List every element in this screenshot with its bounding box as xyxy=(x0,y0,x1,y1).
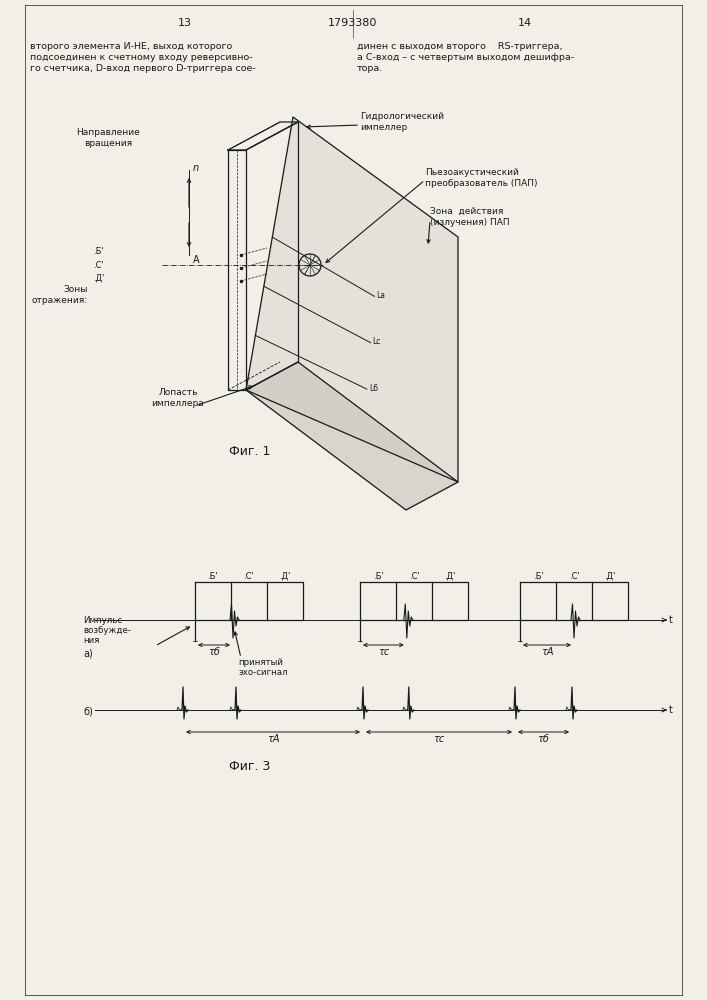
Text: t: t xyxy=(669,705,673,715)
Text: .Д': .Д' xyxy=(444,572,456,581)
Text: n: n xyxy=(193,163,199,173)
Text: Зоны: Зоны xyxy=(64,285,88,294)
Text: 1793380: 1793380 xyxy=(328,18,378,28)
Text: отражения:: отражения: xyxy=(32,296,88,305)
Text: .Б': .Б' xyxy=(373,572,383,581)
Text: Пьезоакустический: Пьезоакустический xyxy=(425,168,519,177)
Text: ния: ния xyxy=(83,636,100,645)
Text: Lс: Lс xyxy=(373,337,381,346)
Text: Лопасть: Лопасть xyxy=(158,388,198,397)
Text: Гидрологический: Гидрологический xyxy=(360,112,444,121)
Text: импеллера: импеллера xyxy=(151,399,204,408)
Text: импеллер: импеллер xyxy=(360,123,407,132)
Text: 14: 14 xyxy=(518,18,532,28)
Polygon shape xyxy=(246,362,458,510)
Polygon shape xyxy=(246,117,458,482)
Text: τА: τА xyxy=(267,734,279,744)
Text: (излучения) ПАП: (излучения) ПАП xyxy=(430,218,510,227)
Text: а): а) xyxy=(83,648,93,658)
Text: .С': .С' xyxy=(93,260,104,269)
Text: Lа: Lа xyxy=(376,291,385,300)
Text: принятый: принятый xyxy=(238,658,283,667)
Text: преобразователь (ПАП): преобразователь (ПАП) xyxy=(425,179,537,188)
Text: второго элемента И-НЕ, выход которого: второго элемента И-НЕ, выход которого xyxy=(30,42,233,51)
Text: Фиг. 1: Фиг. 1 xyxy=(229,445,271,458)
Text: тора.: тора. xyxy=(357,64,383,73)
Text: τс: τс xyxy=(378,647,389,657)
Text: Фиг. 3: Фиг. 3 xyxy=(229,760,271,773)
Text: а С-вход – с четвертым выходом дешифра-: а С-вход – с четвертым выходом дешифра- xyxy=(357,53,574,62)
Text: .Б': .Б' xyxy=(93,247,104,256)
Text: .Д': .Д' xyxy=(604,572,616,581)
Text: Направление: Направление xyxy=(76,128,140,137)
Text: .С': .С' xyxy=(244,572,255,581)
Text: .Д': .Д' xyxy=(93,273,105,282)
Text: 13: 13 xyxy=(178,18,192,28)
Text: τб: τб xyxy=(208,647,220,657)
Text: подсоединен к счетному входу реверсивно-: подсоединен к счетному входу реверсивно- xyxy=(30,53,252,62)
Text: динен с выходом второго    RS-триггера,: динен с выходом второго RS-триггера, xyxy=(357,42,563,51)
Text: A: A xyxy=(193,255,199,265)
Text: б): б) xyxy=(83,706,93,716)
Text: го счетчика, D-вход первого D-триггера сое-: го счетчика, D-вход первого D-триггера с… xyxy=(30,64,256,73)
Text: τс: τс xyxy=(433,734,445,744)
Text: .С': .С' xyxy=(568,572,579,581)
Text: .Б': .Б' xyxy=(532,572,544,581)
Text: .С': .С' xyxy=(409,572,419,581)
Text: возбужде-: возбужде- xyxy=(83,626,131,635)
Text: Импульс: Импульс xyxy=(83,616,122,625)
Text: .Б': .Б' xyxy=(208,572,218,581)
Text: вращения: вращения xyxy=(84,139,132,148)
Text: t: t xyxy=(669,615,673,625)
Text: .Д': .Д' xyxy=(279,572,291,581)
Text: Зона  действия: Зона действия xyxy=(430,207,503,216)
Text: эхо-сигнал: эхо-сигнал xyxy=(238,668,288,677)
Text: Lб: Lб xyxy=(369,384,378,393)
Text: τА: τА xyxy=(541,647,554,657)
Text: τб: τб xyxy=(537,734,549,744)
